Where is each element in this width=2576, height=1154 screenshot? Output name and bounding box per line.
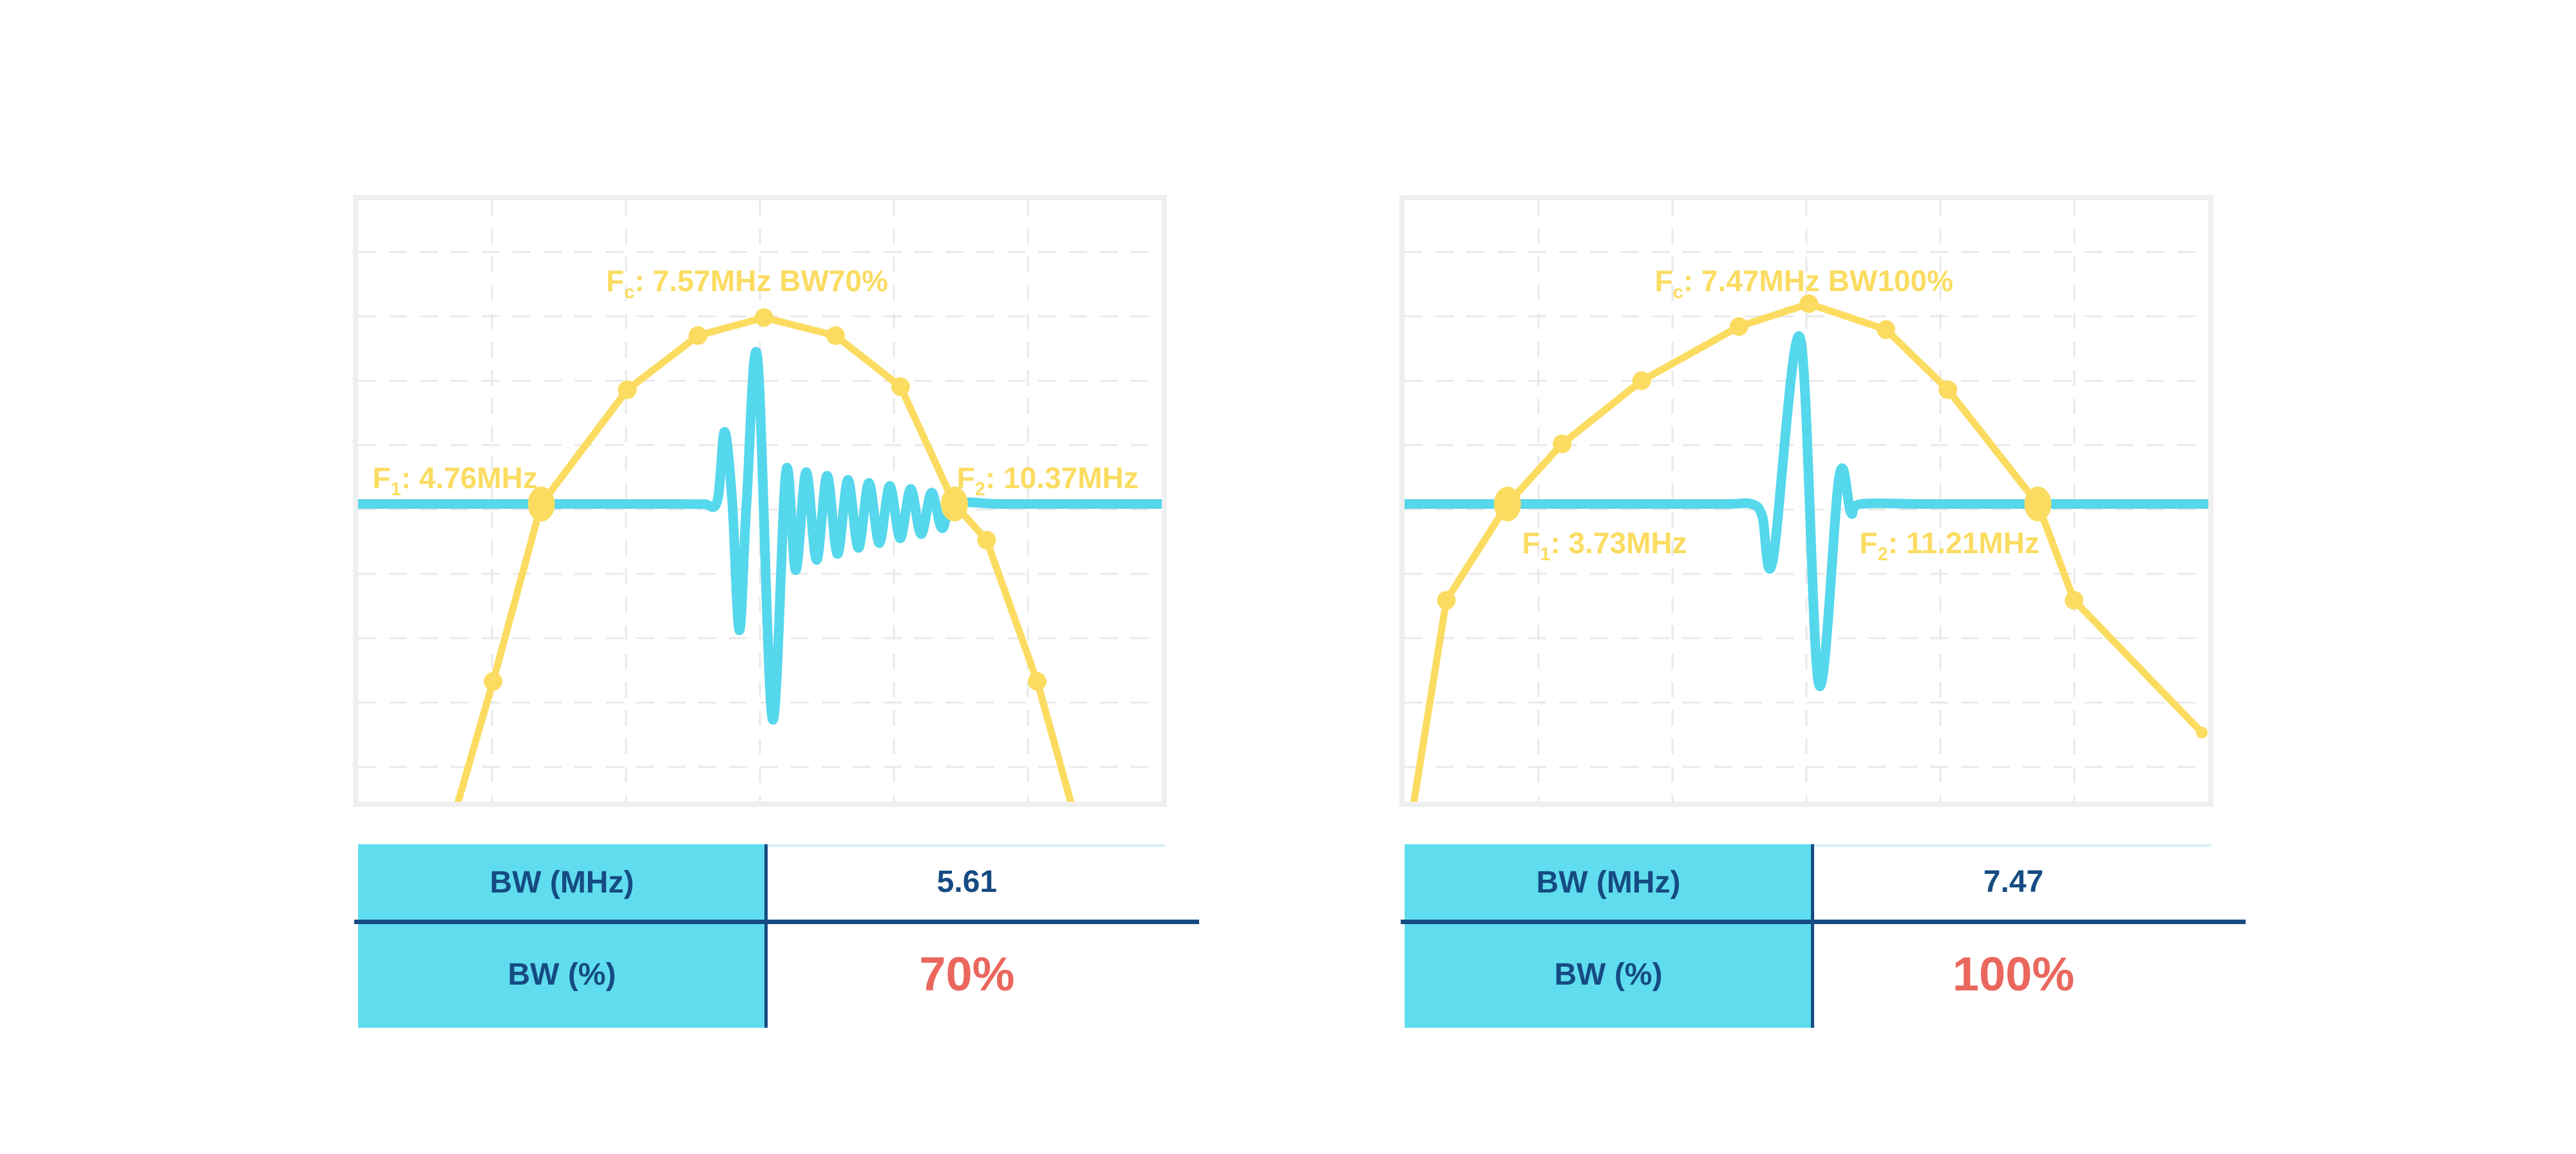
- table-vertical-divider: [1811, 844, 1814, 1028]
- f1-annotation-sub: 1: [1540, 544, 1551, 565]
- fc-annotation: Fc: 7.47MHz BW100%: [1655, 265, 1953, 308]
- bw-mhz-value: 5.61: [936, 865, 998, 899]
- bw-mhz-label: BW (MHz): [1536, 866, 1681, 900]
- f1-annotation-base: F: [1522, 526, 1540, 560]
- f1-annotation-sub: 1: [390, 479, 401, 500]
- table-horizontal-divider: [1401, 920, 2246, 924]
- f2-annotation: F2: 11.21MHz: [1859, 527, 2039, 571]
- value-column-topline: [766, 844, 1165, 847]
- bw-pct-label: BW (%): [507, 958, 616, 992]
- f2-annotation-rest: : 10.37MHz: [985, 461, 1139, 495]
- fc-annotation-sub: c: [624, 281, 635, 303]
- value-column-topline: [1812, 844, 2211, 847]
- bw-table-label-column: [1405, 844, 1812, 1028]
- chart-panel-bw70: Fc: 7.57MHz BW70% F1: 4.76MHz F2: 10.37M…: [353, 195, 1167, 807]
- bw-pct-label: BW (%): [1554, 958, 1663, 992]
- fc-annotation-rest: : 7.57MHz BW70%: [634, 263, 888, 298]
- spectrum-pulse-chart-bw70: [358, 200, 1162, 802]
- fc-annotation: Fc: 7.57MHz BW70%: [606, 265, 888, 308]
- bw-table-label-column: [358, 844, 766, 1028]
- f1-annotation: F1: 4.76MHz: [372, 462, 537, 506]
- fc-annotation-sub: c: [1672, 281, 1683, 303]
- table-horizontal-divider: [354, 920, 1199, 924]
- chart-panel-bw100: Fc: 7.47MHz BW100% F1: 3.73MHz F2: 11.21…: [1399, 195, 2213, 807]
- f2-annotation: F2: 10.37MHz: [957, 462, 1139, 506]
- fc-annotation-base: F: [606, 263, 625, 298]
- table-vertical-divider: [764, 844, 768, 1028]
- f1-annotation: F1: 3.73MHz: [1522, 527, 1687, 571]
- f2-annotation-base: F: [956, 461, 975, 495]
- f2-annotation-rest: : 11.21MHz: [1888, 526, 2040, 560]
- spectrum-pulse-chart-bw100: [1405, 200, 2208, 802]
- bw-pct-value: 70%: [919, 947, 1015, 1001]
- f2-annotation-base: F: [1859, 526, 1878, 560]
- fc-annotation-base: F: [1654, 263, 1673, 298]
- bw-table-bw100: BW (MHz) BW (%) 7.47 100%: [1401, 844, 2246, 1028]
- bw-table-bw70: BW (MHz) BW (%) 5.61 70%: [354, 844, 1199, 1028]
- f1-annotation-rest: : 4.76MHz: [401, 461, 538, 495]
- bw-mhz-value: 7.47: [1983, 865, 2044, 899]
- f2-annotation-sub: 2: [1877, 544, 1888, 565]
- bw-mhz-label: BW (MHz): [489, 866, 634, 900]
- fc-annotation-rest: : 7.47MHz BW100%: [1683, 263, 1953, 298]
- f1-annotation-base: F: [372, 461, 391, 495]
- f1-annotation-rest: : 3.73MHz: [1550, 526, 1687, 560]
- f2-annotation-sub: 2: [974, 479, 985, 500]
- bw-pct-value: 100%: [1952, 947, 2075, 1001]
